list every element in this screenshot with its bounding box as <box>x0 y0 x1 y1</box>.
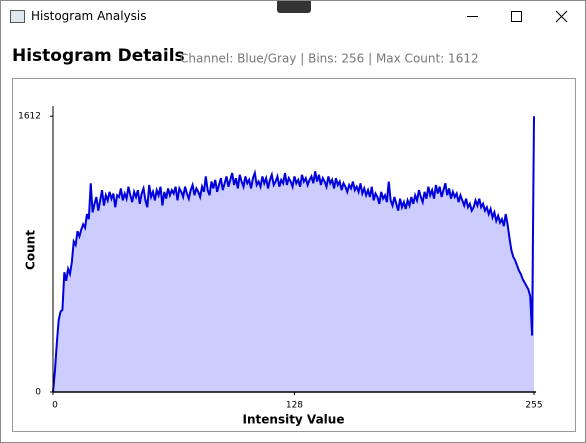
chart-title: Histogram Details <box>12 46 185 66</box>
y-tick-label: 0 <box>35 388 41 398</box>
x-tick-label: 255 <box>525 401 542 411</box>
app-icon <box>10 10 25 23</box>
x-tick-label: 128 <box>286 401 303 411</box>
minimize-button[interactable] <box>451 1 495 32</box>
chart-subtitle: Channel: Blue/Gray | Bins: 256 | Max Cou… <box>180 52 479 66</box>
maximize-button[interactable] <box>495 1 539 32</box>
close-button[interactable] <box>539 1 583 32</box>
snap-handle <box>277 1 311 13</box>
chart: Histogram Details Channel: Blue/Gray | B… <box>12 46 576 432</box>
x-tick-label: 0 <box>52 401 58 411</box>
window-title: Histogram Analysis <box>31 9 147 23</box>
title-bar: Histogram Analysis <box>1 1 585 32</box>
line <box>52 116 535 393</box>
x-axis-label: Intensity Value <box>243 413 345 427</box>
y-tick-label: 1612 <box>18 112 41 122</box>
y-axis-label: Count <box>24 230 38 270</box>
area <box>53 116 534 393</box>
